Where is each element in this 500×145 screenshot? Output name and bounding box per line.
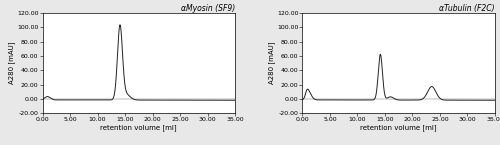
- Y-axis label: A280 [mAU]: A280 [mAU]: [268, 42, 275, 84]
- X-axis label: retention volume [ml]: retention volume [ml]: [360, 124, 437, 131]
- Text: αTubulin (F2C): αTubulin (F2C): [440, 4, 495, 13]
- X-axis label: retention volume [ml]: retention volume [ml]: [100, 124, 177, 131]
- Text: αMyosin (SF9): αMyosin (SF9): [181, 4, 235, 13]
- Y-axis label: A280 [mAU]: A280 [mAU]: [8, 42, 15, 84]
